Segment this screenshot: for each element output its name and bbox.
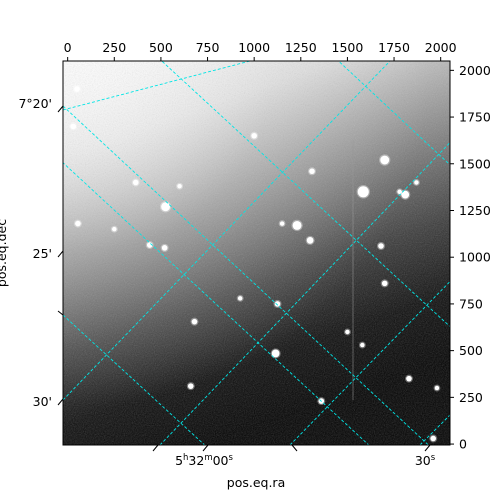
top-tick-label: 1000 [238,40,270,55]
star [112,226,117,232]
grid-line [63,61,391,401]
star [414,180,419,185]
star [406,375,412,382]
star [279,221,285,226]
star [237,296,243,301]
top-tick-label: 2000 [425,40,457,55]
star [306,237,314,244]
star [345,329,350,335]
star [132,179,139,186]
ra-tick-mark [291,444,298,452]
right-tick-label: 2000 [459,63,491,78]
star [70,123,77,130]
right-tick-label: 1750 [459,110,491,125]
star [397,189,402,195]
star [292,220,302,230]
star [378,243,384,249]
star [380,155,390,165]
right-tick-label: 1250 [459,203,491,218]
right-tick-label: 750 [459,296,483,311]
grid-line [159,141,450,445]
star [274,301,281,307]
ra-tick-label: 30s [415,453,436,468]
star [75,220,81,227]
star [360,342,365,348]
top-tick-label: 250 [102,40,126,55]
top-tick-label: 0 [64,40,72,55]
top-tick-label: 1750 [378,40,410,55]
ra-tick-mark [152,444,159,452]
star [187,383,194,389]
star [434,385,440,391]
dec-tick-label: 25' [33,246,52,261]
top-tick-label: 1250 [285,40,317,55]
star [381,280,388,287]
top-pixel-axis: 0 250 500 750 1000 1250 1500 1750 2000 [64,40,457,61]
y-axis-label: pos.eq.dec [0,219,9,287]
dec-tick-label: 30' [33,394,52,409]
right-tick-label: 500 [459,343,483,358]
dec-tick-label: 7°20' [18,96,52,111]
dec-tick-mark [57,105,64,113]
x-axis-label: pos.eq.ra [227,475,285,490]
sky-noise [63,61,450,445]
top-tick-label: 500 [149,40,173,55]
star [271,349,280,358]
star [357,186,369,198]
star [161,245,168,251]
star [191,318,198,325]
top-tick-label: 1500 [332,40,364,55]
dec-tick-mark [57,310,64,316]
grid-line [63,105,430,445]
star [251,132,257,139]
grid-line [161,61,450,328]
right-pixel-axis: 0 250 500 750 1000 1250 1500 1750 2000 [450,63,491,452]
ra-tick-label: 5h32m00s [175,453,233,468]
grid-line [63,314,206,445]
ra-tick-mark [202,444,209,452]
plot-frame [62,60,451,446]
star [177,183,182,189]
ra-tick-mark [424,444,431,452]
star [309,168,315,175]
star [74,86,80,92]
bottom-ra-axis: 5h32m00s 30s pos.eq.ra [152,444,436,490]
star [161,202,171,212]
left-dec-axis: 7°20' 25' 30' pos.eq.dec [0,96,64,409]
stars-layer [69,85,441,443]
dec-tick-mark [57,398,64,406]
right-tick-label: 250 [459,390,483,405]
star [430,435,437,442]
dec-tick-mark [57,250,64,258]
grid-line [63,61,251,111]
right-tick-label: 1000 [459,250,491,265]
right-tick-label: 0 [459,437,467,452]
star [401,190,410,199]
top-tick-label: 750 [196,40,220,55]
right-tick-label: 1500 [459,156,491,171]
